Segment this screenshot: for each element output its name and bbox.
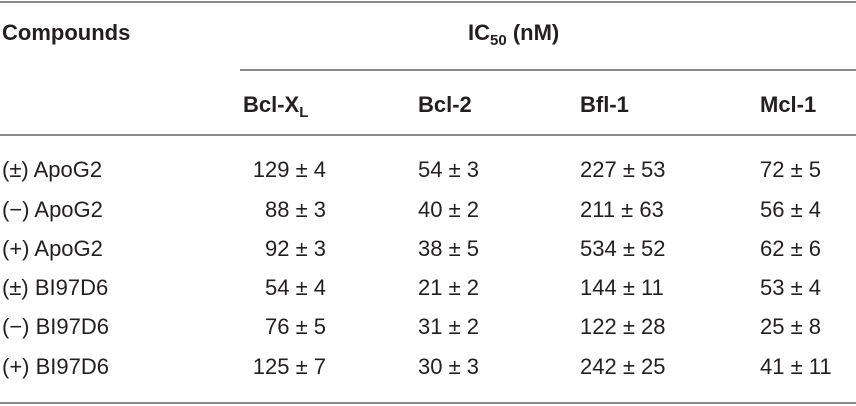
value-cell: 227 ± 53	[580, 157, 666, 182]
value-cell: 125 ± 7	[252, 354, 326, 379]
row-label: (+) ApoG2	[2, 236, 103, 261]
column-header: Bcl-2	[418, 92, 472, 117]
value-cell: 122 ± 28	[580, 314, 666, 339]
value-cell: 54 ± 4	[264, 275, 326, 300]
value-cell: 88 ± 3	[264, 197, 326, 222]
header-rule	[0, 134, 856, 136]
value-cell: 25 ± 8	[760, 314, 822, 339]
value-cell: 72 ± 5	[760, 157, 822, 182]
column-header: Bfl-1	[580, 92, 629, 117]
bottom-rule	[0, 402, 856, 404]
value-cell: 41 ± 11	[760, 354, 832, 379]
group-header: IC50 (nM)	[468, 20, 560, 49]
group-sub: 50	[490, 32, 507, 49]
value-cell: 144 ± 11	[580, 275, 664, 300]
column-header: Mcl-1	[760, 92, 817, 117]
top-rule	[0, 1, 856, 3]
value-cell: 38 ± 5	[418, 236, 480, 261]
value-cell: 242 ± 25	[580, 354, 666, 379]
row-label: (+) BI97D6	[2, 354, 109, 379]
value-cell: 129 ± 4	[252, 157, 326, 182]
column-sub: L	[299, 104, 309, 121]
column-header: Bcl-XL	[243, 92, 309, 121]
row-label: (±) BI97D6	[2, 275, 109, 300]
value-cell: 211 ± 63	[580, 197, 664, 222]
row-label: (−) BI97D6	[2, 314, 109, 339]
value-cell: 62 ± 6	[760, 236, 822, 261]
header-cell: Compounds	[2, 20, 131, 45]
value-cell: 534 ± 52	[580, 236, 666, 261]
group-rule	[240, 69, 856, 71]
value-cell: 30 ± 3	[418, 354, 480, 379]
row-label: (±) ApoG2	[2, 157, 103, 182]
value-cell: 92 ± 3	[264, 236, 326, 261]
value-cell: 40 ± 2	[418, 197, 480, 222]
column-main: Bcl-X	[243, 92, 300, 117]
value-cell: 54 ± 3	[418, 157, 480, 182]
row-label: (−) ApoG2	[2, 197, 103, 222]
value-cell: 56 ± 4	[760, 197, 822, 222]
value-cell: 76 ± 5	[264, 314, 326, 339]
value-cell: 21 ± 2	[418, 275, 480, 300]
value-cell: 31 ± 2	[418, 314, 480, 339]
group-main: IC	[468, 20, 490, 45]
value-cell: 53 ± 4	[760, 275, 822, 300]
group-rest: (nM)	[512, 20, 560, 45]
